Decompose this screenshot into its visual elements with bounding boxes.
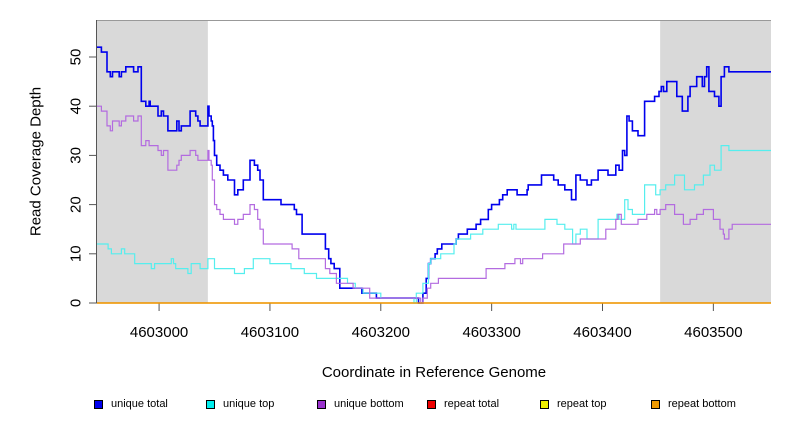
- x-axis: 4603000 4603100 4603200 4603300 4603400 46035…: [130, 303, 743, 341]
- series-layer: [97, 46, 771, 304]
- series-unique-top: [97, 145, 771, 304]
- legend-swatch-icon: [540, 399, 549, 409]
- legend-item-repeat-top: repeat top: [540, 398, 607, 410]
- shaded-region: [660, 20, 771, 303]
- y-tick-label: 40: [68, 98, 85, 115]
- legend-item-unique-total: unique total: [94, 398, 168, 410]
- legend: unique total unique top unique bottom re…: [0, 398, 792, 420]
- x-tick-label: 4603100: [241, 324, 299, 341]
- legend-item-unique-top: unique top: [206, 398, 274, 410]
- series-unique-bottom: [97, 105, 771, 304]
- shaded-region: [97, 20, 208, 303]
- y-tick-label: 0: [68, 299, 85, 307]
- legend-swatch-icon: [651, 399, 660, 409]
- legend-swatch-icon: [427, 399, 436, 409]
- y-tick-label: 50: [68, 49, 85, 66]
- legend-item-repeat-bottom: repeat bottom: [651, 398, 736, 410]
- y-tick-label: 20: [68, 196, 85, 213]
- legend-label: repeat top: [557, 398, 607, 410]
- legend-label: repeat bottom: [668, 398, 736, 410]
- coverage-chart: 0 10 20 30 40 50 4603000 4603100 4603200 4603300…: [28, 20, 771, 381]
- x-tick-label: 4603500: [684, 324, 742, 341]
- legend-label: repeat total: [444, 398, 500, 410]
- y-axis: 0 10 20 30 40 50: [68, 49, 97, 307]
- legend-label: unique bottom: [334, 398, 404, 410]
- legend-swatch-icon: [94, 399, 103, 409]
- legend-label: unique top: [223, 398, 275, 410]
- legend-swatch-icon: [317, 399, 326, 409]
- y-axis-title: Read Coverage Depth: [28, 87, 45, 236]
- x-tick-label: 4603300: [462, 324, 520, 341]
- legend-swatch-icon: [206, 399, 215, 409]
- y-tick-label: 30: [68, 147, 85, 164]
- x-tick-label: 4603000: [130, 324, 188, 341]
- legend-item-repeat-total: repeat total: [427, 398, 499, 410]
- shaded-regions: [97, 20, 771, 303]
- x-axis-title: Coordinate in Reference Genome: [322, 364, 546, 381]
- x-tick-label: 4603200: [352, 324, 410, 341]
- x-tick-label: 4603400: [573, 324, 631, 341]
- y-tick-label: 10: [68, 245, 85, 262]
- legend-item-unique-bottom: unique bottom: [317, 398, 404, 410]
- legend-label: unique total: [111, 398, 168, 410]
